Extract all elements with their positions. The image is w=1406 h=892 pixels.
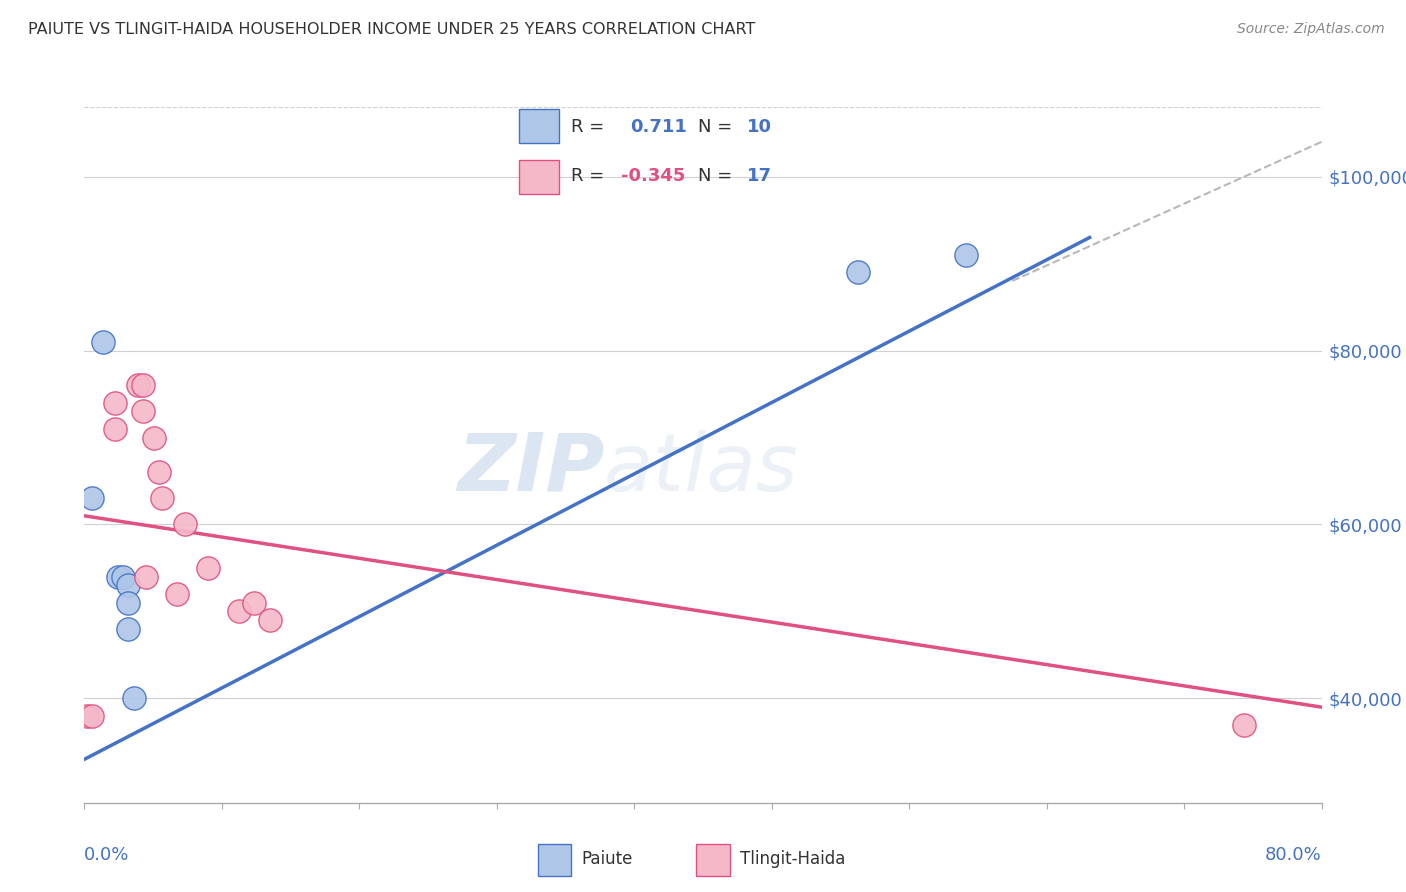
Text: 0.711: 0.711 (630, 118, 686, 136)
FancyBboxPatch shape (537, 844, 571, 876)
Point (1233, 717, 1256, 731)
Text: Tlingit-Haida: Tlingit-Haida (740, 849, 845, 868)
Point (132, 404, 155, 418)
Point (197, 561, 219, 575)
Point (82, 491, 104, 506)
Text: PAIUTE VS TLINGIT-HAIDA HOUSEHOLDER INCOME UNDER 25 YEARS CORRELATION CHART: PAIUTE VS TLINGIT-HAIDA HOUSEHOLDER INCO… (28, 22, 755, 37)
Point (143, 431, 166, 445)
Text: 0.0%: 0.0% (84, 847, 129, 864)
Text: Source: ZipAtlas.com: Source: ZipAtlas.com (1237, 22, 1385, 37)
Text: N =: N = (697, 118, 733, 136)
Point (104, 422, 127, 436)
Point (132, 378, 155, 392)
Point (955, 248, 977, 262)
Point (166, 587, 188, 601)
Text: Paiute: Paiute (582, 849, 633, 868)
Text: R =: R = (571, 168, 605, 186)
Text: atlas: atlas (605, 430, 799, 508)
FancyBboxPatch shape (519, 109, 558, 143)
Point (846, 265, 869, 279)
Point (117, 596, 139, 610)
Point (117, 622, 139, 636)
FancyBboxPatch shape (696, 844, 730, 876)
Point (148, 466, 170, 480)
Text: -0.345: -0.345 (620, 168, 685, 186)
Point (104, 396, 127, 410)
Text: N =: N = (697, 168, 733, 186)
Point (76, 708, 98, 723)
Point (128, 378, 150, 392)
Point (82, 708, 104, 723)
Text: 10: 10 (748, 118, 772, 136)
Point (135, 570, 157, 584)
Point (259, 613, 281, 627)
Point (122, 691, 145, 706)
Point (107, 570, 129, 584)
Point (91, 334, 114, 349)
Point (150, 491, 173, 506)
FancyBboxPatch shape (519, 161, 558, 194)
Text: ZIP: ZIP (457, 430, 605, 508)
Point (112, 570, 135, 584)
Point (243, 596, 266, 610)
Point (174, 517, 197, 532)
Text: R =: R = (571, 118, 605, 136)
Point (117, 578, 139, 592)
Point (228, 605, 250, 619)
Text: 17: 17 (748, 168, 772, 186)
Text: 80.0%: 80.0% (1265, 847, 1322, 864)
